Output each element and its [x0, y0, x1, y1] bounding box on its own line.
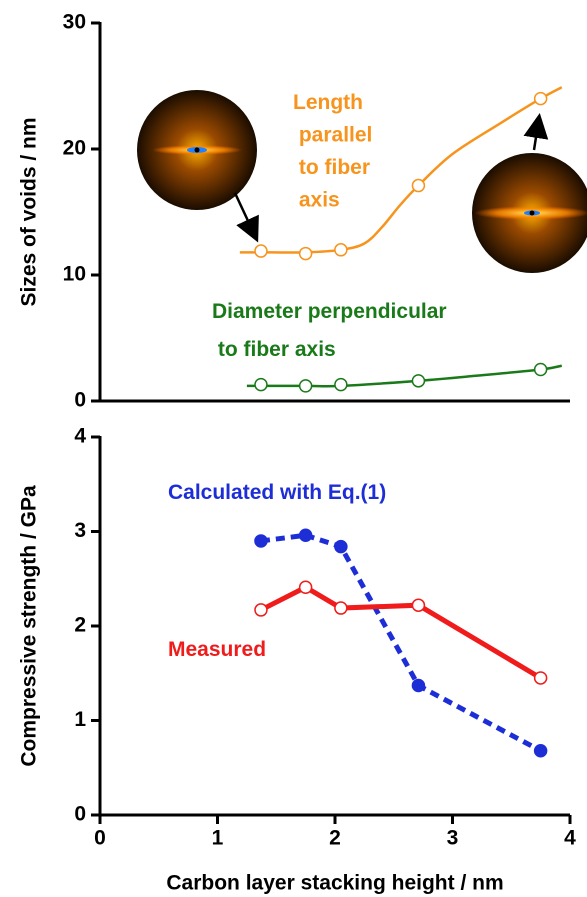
data-point	[412, 375, 424, 387]
arrow	[534, 118, 539, 150]
y-tick-label: 0	[74, 803, 86, 826]
data-point	[335, 602, 347, 614]
y-tick-label: 3	[74, 519, 86, 542]
data-point	[300, 529, 312, 541]
x-tick-label: 3	[447, 827, 459, 850]
data-point	[255, 535, 267, 547]
data-point	[535, 745, 547, 757]
y-tick-label: 30	[63, 11, 86, 34]
data-point	[255, 379, 267, 391]
data-point	[255, 604, 267, 616]
x-tick-label: 1	[212, 827, 224, 850]
data-point	[335, 379, 347, 391]
y-tick-label: 10	[63, 263, 86, 286]
data-point	[535, 364, 547, 376]
saxs-image-right	[472, 153, 587, 273]
y-tick-label: 0	[74, 389, 86, 412]
y-tick-label: 1	[74, 708, 86, 731]
y-tick-label: 20	[63, 137, 86, 160]
series-line	[261, 587, 541, 678]
data-point	[335, 244, 347, 256]
series-label: Measured	[168, 638, 266, 661]
y-axis-label: Compressive strength / GPa	[18, 485, 41, 767]
series-label: Diameter perpendicular to fiber axis	[212, 300, 447, 361]
y-tick-label: 4	[74, 425, 86, 448]
y-tick-label: 2	[74, 614, 86, 637]
data-point	[412, 680, 424, 692]
x-axis-label: Carbon layer stacking height / nm	[166, 872, 503, 895]
arrow	[235, 193, 256, 238]
figure: 0102030Sizes of voids / nmLength paralle…	[0, 0, 587, 897]
saxs-image-left	[137, 90, 257, 210]
x-tick-label: 2	[329, 827, 341, 850]
data-point	[335, 541, 347, 553]
data-point	[535, 93, 547, 105]
series-label: Calculated with Eq.(1)	[168, 481, 386, 504]
data-point	[300, 248, 312, 260]
data-point	[300, 380, 312, 392]
data-point	[412, 599, 424, 611]
data-point	[255, 245, 267, 257]
x-tick-label: 4	[564, 827, 576, 850]
data-point	[535, 672, 547, 684]
y-axis-label: Sizes of voids / nm	[18, 117, 41, 306]
data-point	[412, 180, 424, 192]
data-point	[300, 581, 312, 593]
series-line	[261, 535, 541, 750]
x-tick-label: 0	[94, 827, 106, 850]
fit-curve	[247, 366, 562, 387]
series-label: Length parallel to fiber axis	[293, 91, 372, 212]
